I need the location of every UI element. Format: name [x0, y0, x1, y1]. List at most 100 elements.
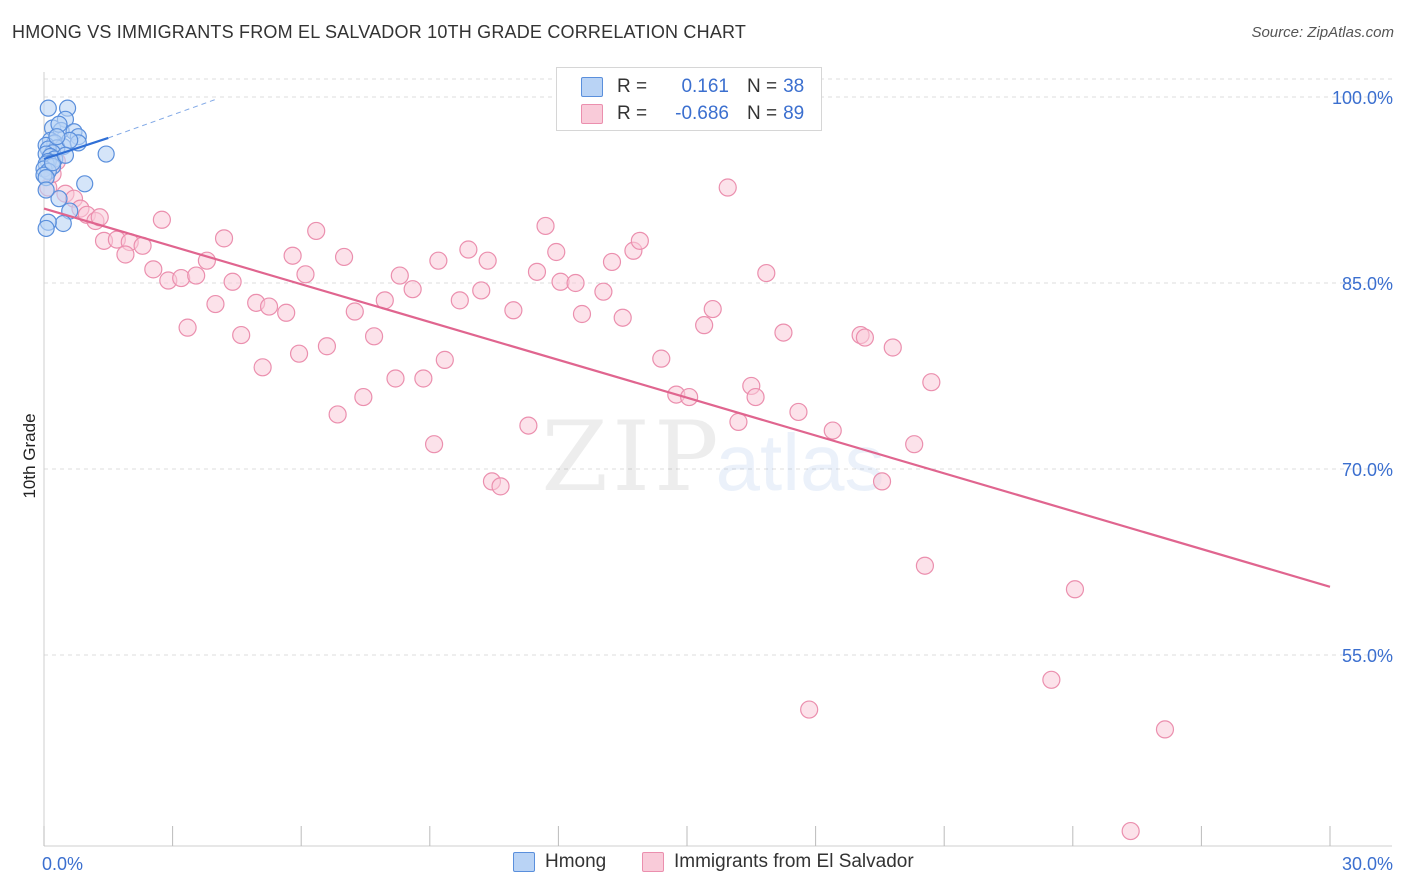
salvador-point [491, 477, 510, 496]
salvador-point [187, 266, 206, 285]
salvador-point [602, 252, 622, 272]
salvador-point [1042, 670, 1061, 689]
salvador-point [547, 242, 566, 262]
axes [43, 72, 1392, 847]
trend-lines [43, 99, 1331, 588]
n-label: N = [747, 76, 778, 97]
hmong-point [48, 128, 66, 146]
legend-label: Immigrants from El Salvador [674, 851, 914, 872]
hmong-trend-extension [108, 99, 216, 139]
salvador-point [613, 308, 632, 327]
salvador-swatch [642, 852, 664, 872]
legend-item-hmong[interactable]: Hmong [513, 851, 606, 873]
salvador-point [354, 387, 373, 407]
salvador-point [364, 327, 384, 346]
salvador-point [872, 472, 892, 491]
salvador-point [729, 412, 748, 431]
salvador-point [424, 435, 444, 454]
salvador-point [334, 247, 354, 267]
hmong-point [50, 190, 68, 208]
hmong-point [97, 145, 115, 163]
hmong-point [43, 154, 62, 172]
salvador-points [39, 152, 1175, 841]
r-value: -0.686 [675, 103, 729, 124]
salvador-point [253, 358, 272, 377]
x-tick-label: 30.0% [1342, 854, 1393, 874]
watermark-atlas: atlas [716, 418, 885, 507]
salvador-point [746, 387, 765, 407]
salvador-point [519, 416, 538, 435]
salvador-point [789, 402, 808, 422]
salvador-point [414, 369, 433, 388]
salvador-point [296, 265, 315, 284]
salvador-point [152, 210, 171, 229]
hmong-points [35, 99, 115, 238]
salvador-point [307, 221, 326, 241]
hmong-swatch [513, 852, 535, 872]
y-tick-label: 55.0% [1342, 646, 1393, 666]
salvador-point [594, 282, 613, 301]
salvador-point [566, 273, 585, 293]
salvador-point [197, 251, 216, 270]
salvador-point [536, 216, 555, 236]
y-tick-label: 100.0% [1332, 88, 1393, 108]
salvador-point [435, 350, 454, 369]
x-tick-label: 0.0% [42, 854, 83, 874]
legend-row-salvador: R = -0.686 N = 89 [581, 101, 804, 127]
salvador-point [572, 304, 592, 324]
salvador-point [922, 373, 941, 392]
salvador-point [551, 272, 570, 291]
salvador-point [390, 266, 409, 285]
tick-labels: 100.0% 85.0% 70.0% 55.0% 0.0% 30.0% [42, 88, 1393, 874]
salvador-point [1121, 821, 1140, 841]
n-value: 38 [783, 76, 805, 97]
salvador-point [214, 229, 234, 248]
salvador-point [429, 251, 448, 270]
salvador-point [757, 263, 776, 283]
salvador-point [403, 280, 422, 299]
watermark: ZIP atlas [541, 401, 884, 513]
salvador-point [823, 421, 842, 440]
stats-legend: R = 0.161 N = 38 R = -0.686 N = 89 [556, 67, 822, 131]
watermark-zip: ZIP [541, 401, 722, 513]
salvador-point [680, 387, 699, 407]
salvador-point [206, 294, 225, 314]
legend-item-salvador[interactable]: Immigrants from El Salvador [642, 851, 914, 873]
salvador-point [450, 291, 469, 310]
r-label: R = [617, 76, 648, 97]
salvador-swatch [581, 104, 603, 124]
salvador-point [1155, 720, 1175, 739]
salvador-point [459, 240, 478, 259]
y-tick-label: 70.0% [1342, 460, 1393, 480]
salvador-point [1065, 580, 1085, 599]
hmong-point [37, 219, 55, 238]
legend-label: Hmong [545, 851, 607, 872]
legend-row-hmong: R = 0.161 N = 38 [581, 74, 804, 100]
salvador-point [289, 344, 309, 363]
gridlines [44, 78, 1392, 656]
hmong-point [39, 99, 57, 117]
r-label: R = [617, 103, 648, 124]
r-value: 0.161 [681, 76, 729, 97]
source-label: Source: ZipAtlas.com [1251, 24, 1394, 41]
n-value: 89 [783, 103, 805, 124]
salvador-point [905, 435, 924, 454]
salvador-point [527, 262, 547, 281]
salvador-point [703, 299, 722, 319]
salvador-point [277, 303, 296, 322]
salvador-point [345, 302, 364, 321]
salvador-point [317, 337, 337, 356]
n-label: N = [747, 103, 778, 124]
salvador-point [223, 272, 242, 291]
y-tick-label: 85.0% [1342, 274, 1393, 294]
salvador-point [883, 338, 902, 357]
salvador-point [172, 268, 191, 288]
salvador-point [472, 281, 491, 300]
salvador-point [232, 325, 251, 345]
salvador-trend-line [43, 207, 1331, 588]
salvador-point [855, 328, 874, 347]
bottom-legend: Hmong Immigrants from El Salvador [0, 851, 1406, 877]
salvador-point [695, 316, 714, 335]
hmong-point [54, 214, 72, 233]
